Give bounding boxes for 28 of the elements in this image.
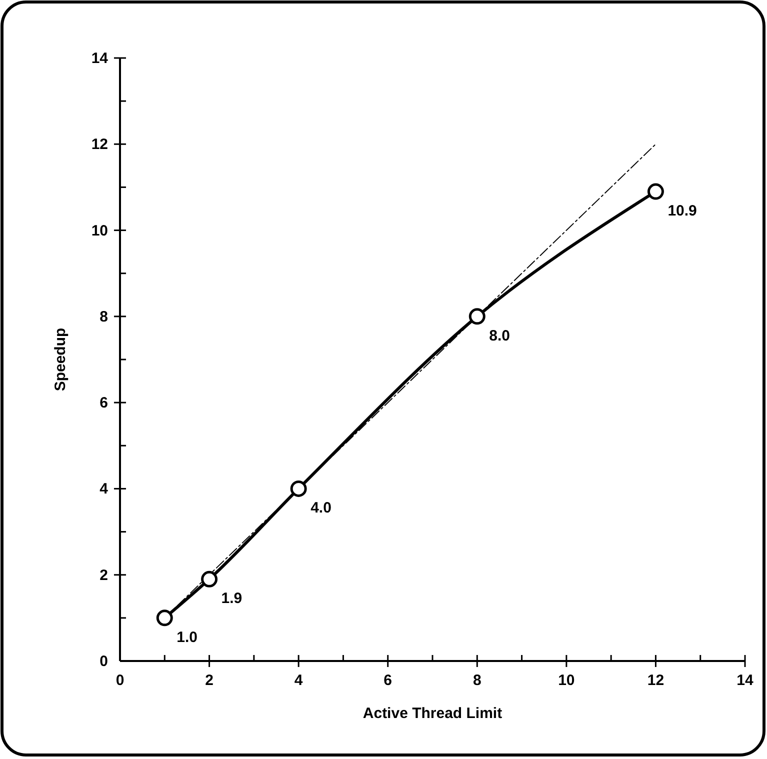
data-label: 1.9 bbox=[221, 590, 242, 608]
y-tick-label: 4 bbox=[100, 480, 109, 498]
point bbox=[647, 183, 664, 200]
x-tick-label: 2 bbox=[205, 672, 214, 689]
point bbox=[290, 480, 307, 497]
y-axis-title: Speedup bbox=[52, 328, 69, 392]
x-tick-label: 4 bbox=[294, 672, 304, 689]
x-tick-label: 6 bbox=[384, 672, 392, 689]
x-tick-label: 14 bbox=[736, 672, 754, 689]
data-label: 10.9 bbox=[668, 202, 697, 220]
y-tick-label: 12 bbox=[91, 136, 108, 154]
point bbox=[201, 570, 218, 588]
data-label: 1.0 bbox=[176, 628, 198, 646]
y-tick-label: 2 bbox=[100, 566, 108, 584]
data-label: 8.0 bbox=[489, 327, 510, 344]
y-tick-label: 14 bbox=[91, 50, 109, 67]
y-tick-label: 6 bbox=[100, 394, 108, 412]
x-tick-label: 8 bbox=[472, 672, 482, 689]
x-tick-label: 12 bbox=[647, 672, 664, 689]
y-tick-label: 10 bbox=[91, 222, 108, 240]
x-tick-label: 0 bbox=[116, 672, 124, 689]
y-tick-label: 8 bbox=[100, 308, 108, 326]
point bbox=[156, 610, 173, 626]
data-label: 4.0 bbox=[310, 500, 332, 517]
x-tick-label: 10 bbox=[558, 672, 575, 689]
x-axis-title: Active Thread Limit bbox=[362, 705, 502, 722]
y-tick-label: 0 bbox=[100, 653, 108, 670]
point bbox=[468, 308, 486, 325]
